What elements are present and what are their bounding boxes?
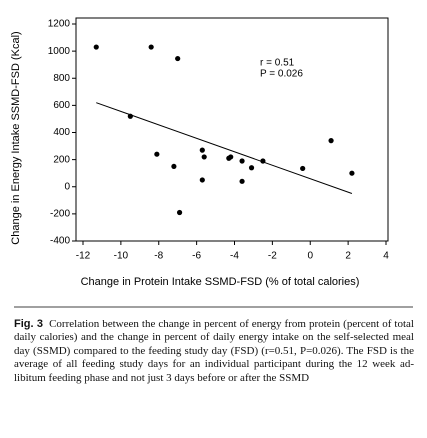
chart: Change in Protein Intake SSMD-FSD (% of …: [10, 17, 413, 308]
y-tick-label: 1200: [48, 19, 71, 30]
x-tick-label: 4: [383, 251, 389, 262]
point: [300, 165, 306, 172]
point: [239, 158, 245, 164]
y-tick-label: 400: [53, 127, 70, 138]
point: [154, 151, 160, 157]
y-tick-label: 800: [53, 73, 70, 84]
point: [171, 163, 177, 170]
point: [175, 55, 181, 62]
x-tick-label: -12: [76, 251, 91, 262]
caption-label: Fig. 3: [14, 318, 44, 330]
point: [127, 113, 133, 119]
x-tick-label: -10: [114, 251, 129, 262]
x-tick-label: -6: [192, 251, 201, 262]
annotation: P = 0.026: [260, 69, 303, 80]
x-tick-label: 2: [345, 251, 351, 262]
x-tick-label: 0: [307, 251, 313, 262]
annotation: r = 0.51: [260, 58, 295, 69]
y-tick-label: -400: [50, 236, 70, 247]
x-tick-label: -8: [154, 251, 163, 262]
y-tick-label: 200: [53, 154, 70, 165]
point: [199, 147, 205, 153]
point: [239, 178, 245, 184]
x-axis-label: Change in Protein Intake SSMD-FSD (% of …: [81, 276, 360, 288]
point: [199, 177, 205, 183]
caption: Fig. 3 Correlation between the change in…: [14, 318, 414, 385]
point: [349, 170, 355, 176]
y-axis-label: Change in Energy Intake SSMD-FSD (Kcal): [10, 31, 22, 244]
y-tick-label: 0: [64, 181, 70, 192]
point: [93, 44, 99, 50]
y-tick-label: 1000: [48, 46, 71, 57]
y-tick-label: 600: [53, 100, 70, 111]
x-tick-label: -4: [230, 251, 239, 262]
point: [228, 154, 234, 160]
point: [176, 209, 183, 216]
x-tick-label: -2: [268, 251, 277, 262]
plot-frame: [75, 17, 389, 242]
point: [328, 138, 334, 144]
point: [201, 154, 207, 160]
point: [148, 44, 154, 50]
point: [248, 165, 255, 171]
point: [260, 158, 266, 164]
caption-text: Correlation between the change in percen…: [14, 318, 414, 384]
y-tick-label: -200: [50, 209, 70, 220]
fit-line: [96, 102, 353, 195]
